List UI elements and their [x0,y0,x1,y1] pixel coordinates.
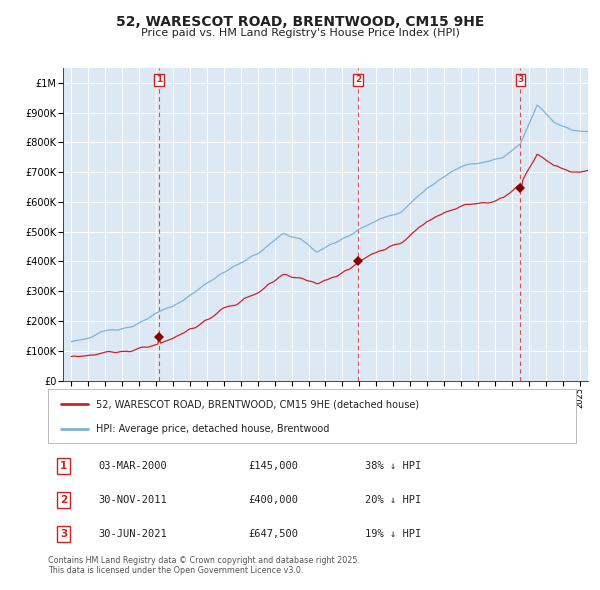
Text: £145,000: £145,000 [248,461,299,471]
Text: 1: 1 [156,76,162,84]
Text: 30-JUN-2021: 30-JUN-2021 [98,529,167,539]
Text: 03-MAR-2000: 03-MAR-2000 [98,461,167,471]
Text: 20% ↓ HPI: 20% ↓ HPI [365,495,421,505]
Text: 1: 1 [60,461,67,471]
Text: HPI: Average price, detached house, Brentwood: HPI: Average price, detached house, Bren… [95,424,329,434]
Text: 52, WARESCOT ROAD, BRENTWOOD, CM15 9HE: 52, WARESCOT ROAD, BRENTWOOD, CM15 9HE [116,15,484,29]
Text: 3: 3 [60,529,67,539]
Text: This data is licensed under the Open Government Licence v3.0.: This data is licensed under the Open Gov… [48,566,304,575]
Text: 3: 3 [517,76,523,84]
Text: 19% ↓ HPI: 19% ↓ HPI [365,529,421,539]
Text: £647,500: £647,500 [248,529,299,539]
Text: 52, WARESCOT ROAD, BRENTWOOD, CM15 9HE (detached house): 52, WARESCOT ROAD, BRENTWOOD, CM15 9HE (… [95,399,419,409]
Text: Contains HM Land Registry data © Crown copyright and database right 2025.: Contains HM Land Registry data © Crown c… [48,556,360,565]
Text: 38% ↓ HPI: 38% ↓ HPI [365,461,421,471]
Text: 30-NOV-2011: 30-NOV-2011 [98,495,167,505]
Text: 2: 2 [60,495,67,505]
Text: 2: 2 [355,76,361,84]
Text: Price paid vs. HM Land Registry's House Price Index (HPI): Price paid vs. HM Land Registry's House … [140,28,460,38]
Text: £400,000: £400,000 [248,495,299,505]
